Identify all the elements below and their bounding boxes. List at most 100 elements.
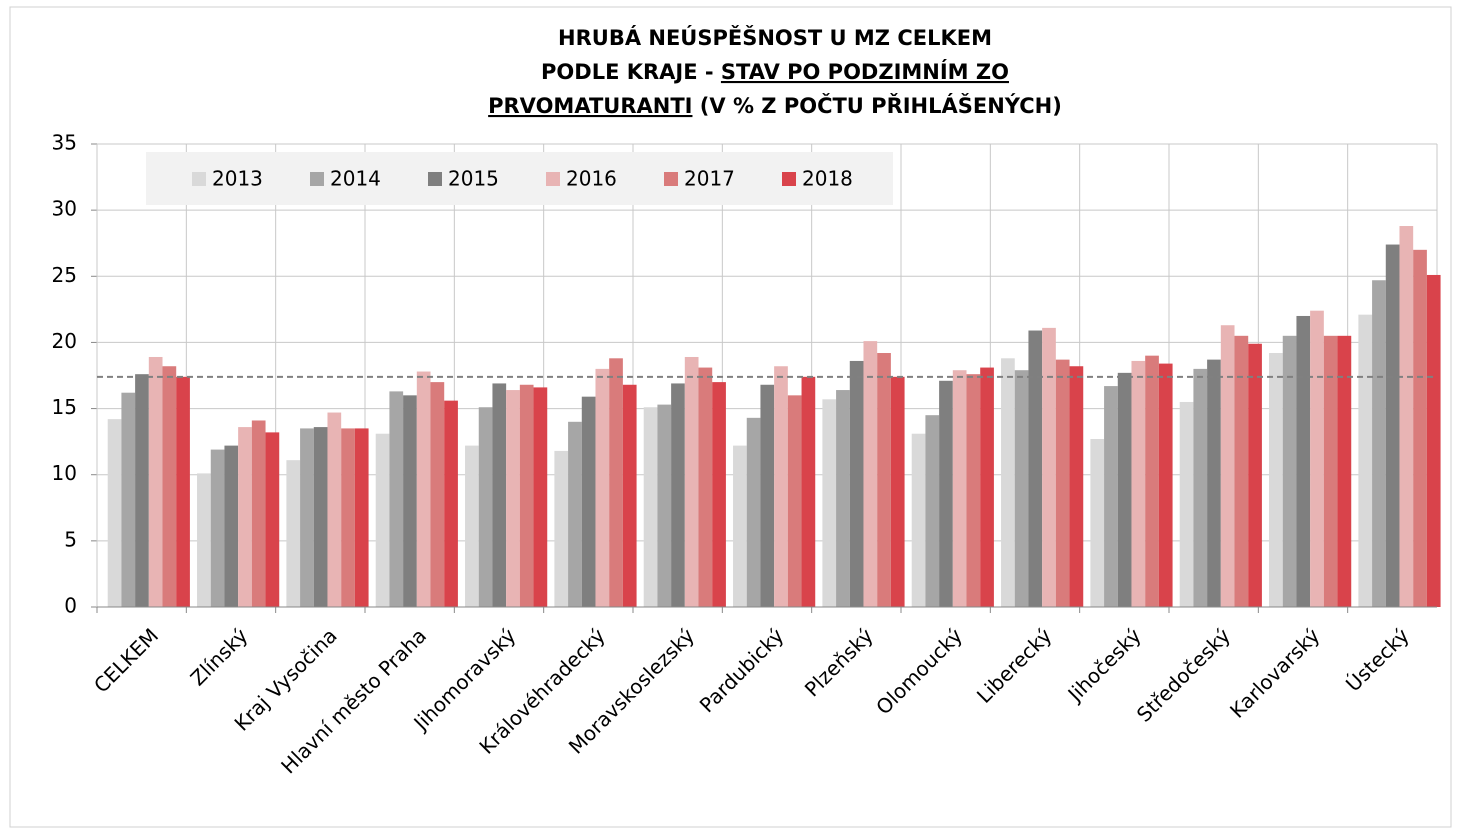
bar	[849, 360, 864, 607]
legend-label: 2014	[330, 167, 381, 191]
bar	[430, 382, 445, 607]
bar	[925, 415, 940, 607]
bar	[1337, 335, 1352, 607]
bar	[657, 404, 672, 607]
bar	[746, 417, 761, 607]
bar	[581, 396, 596, 607]
bar	[1193, 368, 1208, 607]
legend-swatch	[664, 172, 678, 186]
bar	[1090, 438, 1105, 607]
legend-box	[146, 152, 893, 205]
bar	[327, 412, 342, 607]
bar	[300, 428, 314, 607]
bar	[1179, 401, 1194, 607]
bar	[251, 420, 266, 607]
bar	[554, 450, 569, 607]
chart-title: PODLE KRAJE - STAV PO PODZIMNÍM ZO	[541, 59, 1009, 84]
bar	[176, 376, 190, 607]
bar	[506, 390, 520, 607]
legend: 2013 2014 2015 2016 2017 2018	[146, 152, 893, 205]
title-part: (V % Z POČTU PŘIHLÁŠENÝCH)	[692, 93, 1061, 118]
bar	[1248, 343, 1262, 607]
legend-swatch	[546, 172, 560, 186]
bar	[444, 400, 458, 607]
bar	[1001, 358, 1015, 607]
bar	[568, 421, 582, 607]
legend-swatch	[782, 172, 796, 186]
bar	[519, 384, 534, 607]
bar	[1358, 314, 1373, 607]
bar	[197, 473, 211, 607]
bar	[1117, 372, 1132, 607]
y-tick-label: 35	[52, 131, 77, 155]
bar	[121, 392, 136, 607]
legend-label: 2016	[566, 167, 617, 191]
bar	[609, 358, 623, 607]
bar	[836, 390, 850, 607]
bar	[313, 427, 328, 607]
bar	[1282, 335, 1297, 607]
bar	[684, 356, 699, 607]
bar	[671, 383, 685, 607]
bar	[877, 353, 891, 607]
y-tick-label: 10	[52, 461, 77, 485]
bar	[911, 433, 926, 607]
bar	[1014, 370, 1029, 607]
bar	[210, 449, 225, 607]
title-part: HRUBÁ NEÚSPĚŠNOST U MZ CELKEM	[558, 25, 992, 50]
bar	[107, 419, 122, 607]
bar	[478, 407, 493, 607]
bar	[403, 395, 417, 607]
bar	[643, 407, 658, 607]
bar	[533, 387, 548, 607]
bar	[1220, 325, 1235, 607]
legend-label: 2015	[448, 167, 499, 191]
bar	[801, 376, 816, 607]
bar	[1426, 274, 1441, 607]
bar	[622, 384, 637, 607]
bar	[1234, 335, 1249, 607]
bar	[238, 427, 252, 607]
bar	[375, 433, 390, 607]
bar	[1145, 355, 1159, 607]
legend-swatch	[428, 172, 442, 186]
legend-label: 2017	[684, 167, 735, 191]
bar	[224, 445, 239, 607]
bar	[1104, 386, 1118, 607]
bar	[416, 371, 431, 607]
bar	[822, 399, 837, 607]
bar	[1055, 359, 1070, 607]
bar	[787, 395, 802, 607]
bar	[354, 428, 369, 607]
bar	[1269, 353, 1283, 607]
y-tick-label: 20	[52, 329, 77, 353]
legend-swatch	[192, 172, 206, 186]
bar	[1413, 249, 1427, 608]
bar	[1372, 280, 1386, 607]
chart-title: HRUBÁ NEÚSPĚŠNOST U MZ CELKEM	[558, 25, 992, 50]
bar	[980, 367, 994, 607]
legend-swatch	[310, 172, 324, 186]
bar	[148, 356, 163, 607]
bar	[492, 383, 507, 607]
bar	[939, 380, 953, 607]
bar	[341, 428, 355, 607]
bar	[265, 432, 280, 607]
y-tick-label: 30	[52, 197, 77, 221]
bar	[774, 366, 788, 607]
bar	[1296, 315, 1311, 607]
bar	[1028, 330, 1043, 607]
bar	[1069, 366, 1084, 607]
bar	[286, 460, 301, 607]
bar	[760, 384, 775, 607]
bar	[890, 376, 905, 607]
bar	[1310, 310, 1324, 607]
bar	[733, 445, 747, 607]
y-tick-label: 0	[64, 594, 77, 618]
title-part: PODLE KRAJE -	[541, 60, 721, 84]
bar	[863, 341, 878, 607]
bar	[712, 382, 726, 607]
chart-title: PRVOMATURANTI (V % Z POČTU PŘIHLÁŠENÝCH)	[488, 93, 1062, 118]
bar	[1131, 360, 1146, 607]
